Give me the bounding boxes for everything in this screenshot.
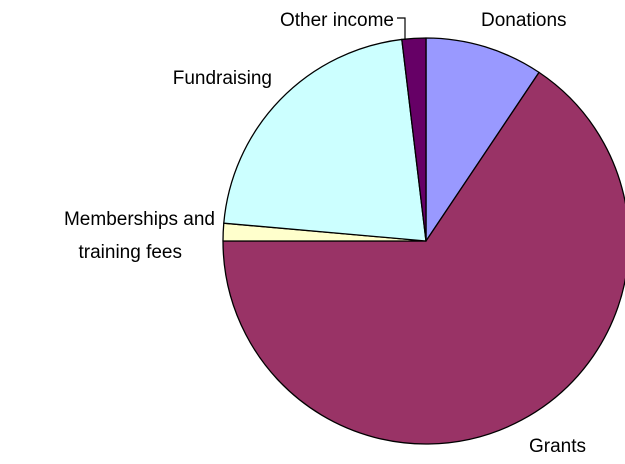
label-fundraising: Fundraising: [173, 68, 272, 89]
label-other-income: Other income: [280, 10, 394, 31]
pie-slice-donations: [425, 37, 540, 242]
pie-slices: [222, 37, 625, 445]
label-donations: Donations: [481, 10, 567, 31]
label-memberships-line1: Memberships and: [64, 209, 215, 230]
pie-slice-fundraising: [223, 38, 427, 242]
pie-slice-grants: [222, 71, 625, 445]
other-income-leader-line: [397, 17, 406, 40]
label-memberships-line2: training fees: [78, 242, 182, 263]
label-grants: Grants: [529, 436, 586, 457]
pie-slice-other-income: [401, 37, 427, 242]
